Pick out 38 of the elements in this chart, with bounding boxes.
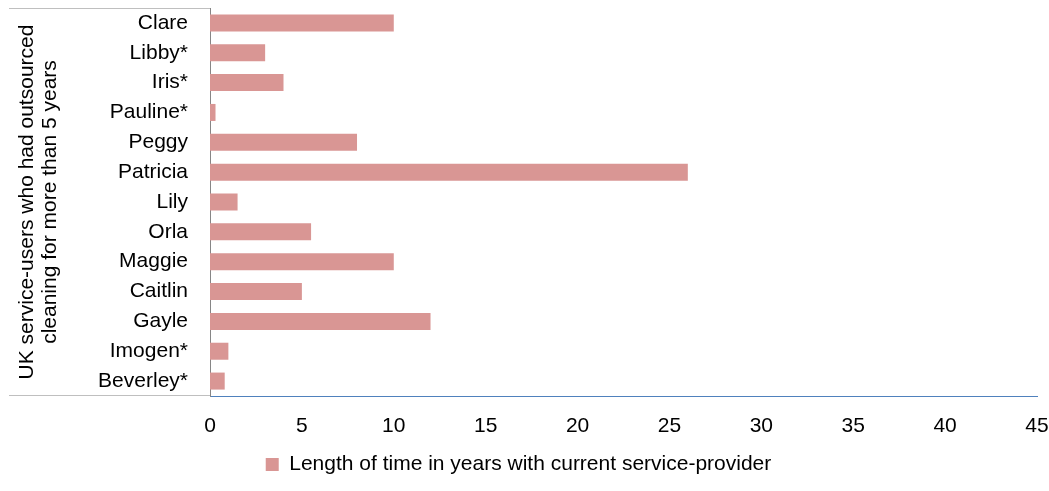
x-tick-label: 40 xyxy=(933,413,957,437)
x-tick-label: 45 xyxy=(1025,413,1049,437)
y-tick-label: Imogen* xyxy=(109,338,188,362)
bar xyxy=(210,163,688,181)
y-tick-label: Orla xyxy=(148,218,189,242)
x-tick-label: 5 xyxy=(296,413,308,437)
y-tick-label: Peggy xyxy=(128,129,189,153)
y-tick-label: Clare xyxy=(137,9,188,33)
y-tick-label: Patricia xyxy=(117,158,189,182)
bar xyxy=(210,103,216,121)
bar xyxy=(210,312,431,330)
bar xyxy=(210,44,266,62)
x-tick-label: 20 xyxy=(565,413,590,437)
y-tick-label: Beverley* xyxy=(98,367,188,391)
x-tick-label: 0 xyxy=(204,413,216,437)
x-tick-label: 30 xyxy=(749,413,774,437)
y-axis-title: UK service-users who had outsourced cleaning for more than 5 years xyxy=(14,24,61,380)
y-tick-label: Iris* xyxy=(151,69,188,93)
bar xyxy=(210,74,284,92)
x-tick-label: 15 xyxy=(473,413,498,437)
bar xyxy=(210,223,312,241)
bar xyxy=(210,253,394,271)
x-tick-label: 10 xyxy=(382,413,406,437)
y-tick-label: Maggie xyxy=(119,248,188,272)
bar xyxy=(210,14,394,32)
bar xyxy=(210,342,229,360)
y-tick-label: Gayle xyxy=(133,308,188,332)
y-tick-label: Lily xyxy=(156,188,189,212)
y-tick-label: Libby* xyxy=(129,39,188,63)
legend-label: Length of time in years with current service-provider xyxy=(289,451,772,475)
x-tick-label: 25 xyxy=(657,413,682,437)
y-tick-label: Caitlin xyxy=(129,278,188,302)
x-tick-label: 35 xyxy=(841,413,865,437)
bar xyxy=(210,193,238,211)
bar xyxy=(210,283,302,301)
bar xyxy=(210,372,225,390)
y-tick-label: Pauline* xyxy=(109,99,188,123)
bar xyxy=(210,133,358,151)
